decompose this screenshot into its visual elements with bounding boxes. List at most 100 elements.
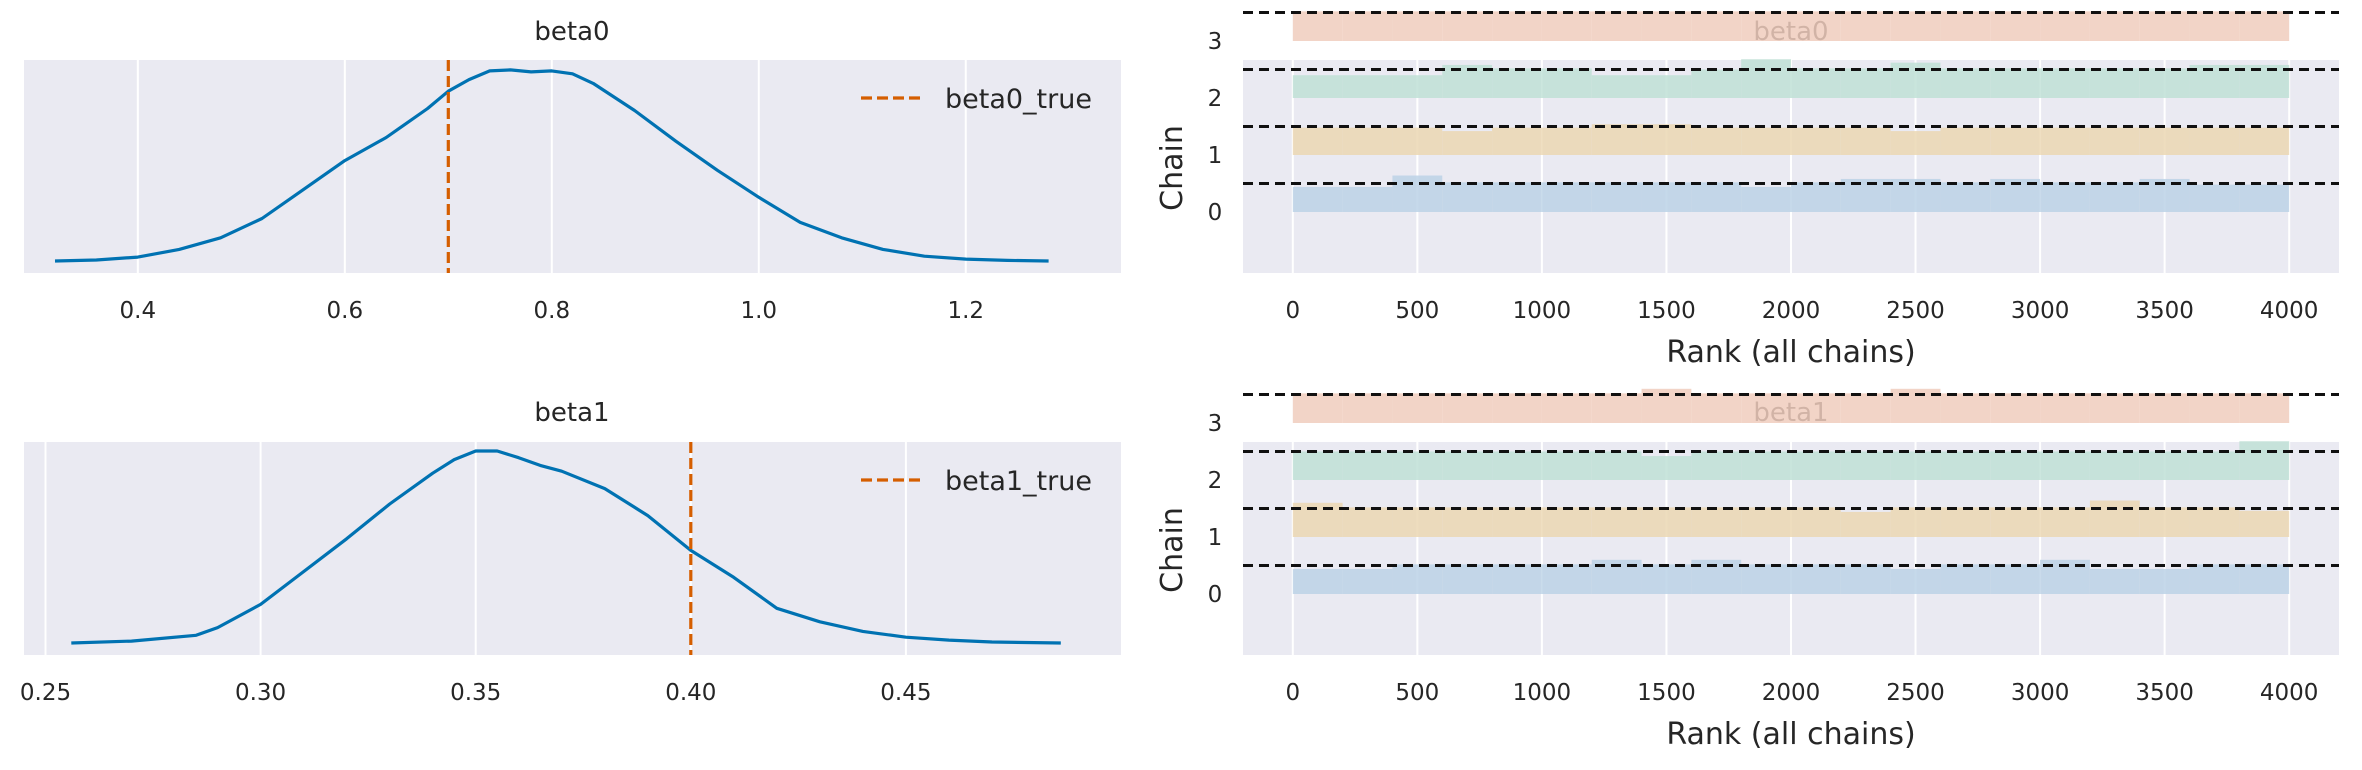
y-tick-label: 3 [1208, 411, 1223, 437]
rank-bar [2239, 441, 2290, 480]
plot-area [24, 442, 1121, 655]
rank-bar [2189, 451, 2240, 480]
rank-bar [2139, 127, 2190, 155]
rank-bar [1392, 393, 1443, 423]
rank-bar [2139, 507, 2190, 537]
rank-bar [1791, 68, 1841, 98]
density-curve [54, 68, 1049, 263]
rank-bar [1741, 564, 1791, 594]
rank-bar [1442, 507, 1493, 537]
rank-bar [2239, 11, 2290, 41]
rank-bar [1492, 11, 1542, 41]
rank-bar [2040, 11, 2090, 41]
rank-bar [1691, 127, 1742, 155]
rank-bar [2089, 393, 2140, 423]
rank-bar [2139, 11, 2190, 41]
rank-bar [1292, 451, 1343, 480]
rank-bar [2139, 568, 2190, 594]
rank-bar [2239, 393, 2290, 423]
rank-bar [1342, 75, 1393, 98]
rank-bar [1342, 11, 1393, 41]
rank-bar [1442, 11, 1493, 41]
rank-bar [1392, 11, 1443, 41]
rank-ylabel-beta0: Chain [1155, 125, 1190, 211]
x-tick-label: 1000 [1513, 680, 1572, 706]
x-tick-label: 500 [1395, 680, 1439, 706]
rank-bar [1890, 507, 1941, 537]
rank-xlabel-beta0: Rank (all chains) [1666, 335, 1915, 370]
rank-bar [1840, 11, 1891, 41]
rank-bar [1492, 182, 1542, 212]
y-tick-label: 0 [1208, 582, 1223, 608]
rank-bar [1392, 507, 1443, 537]
x-tick-label: 0.40 [665, 680, 716, 706]
rank-bar [2139, 68, 2190, 98]
rank-bar [1990, 564, 2041, 594]
rank-bar [1940, 11, 1991, 41]
rank-bar [2189, 393, 2240, 423]
rank-bar [1741, 186, 1791, 212]
rank-bar [1741, 393, 1791, 423]
rank-bar [1940, 564, 1991, 594]
rank-bar [1840, 393, 1891, 423]
rank-bar [1342, 186, 1393, 212]
x-tick-label: 0.8 [534, 298, 571, 324]
rank-bar [2089, 568, 2140, 594]
rank-bar [1940, 393, 1991, 423]
rank-bar [1691, 11, 1742, 41]
rank-bar [1940, 182, 1991, 212]
x-tick-label: 0 [1285, 298, 1300, 324]
rank-bar [2089, 182, 2140, 212]
rank-bar [1541, 127, 1592, 155]
rank-bar [2189, 184, 2240, 212]
x-tick-label: 1000 [1513, 298, 1572, 324]
rank-bar [1541, 68, 1592, 98]
rank-bar [2040, 127, 2090, 155]
rank-bar [1541, 182, 1592, 212]
rank-bar [1741, 127, 1791, 155]
rank-bar [2189, 127, 2240, 155]
rank-bar [1890, 11, 1941, 41]
rank-bar [1691, 182, 1742, 212]
rank-bar [2239, 127, 2290, 155]
rank-bar [1990, 451, 2041, 480]
y-tick-label: 2 [1208, 468, 1223, 494]
rank-bar [1641, 456, 1692, 480]
y-tick-label: 0 [1208, 200, 1223, 226]
rank-bar [2040, 451, 2090, 480]
y-tick-label: 2 [1208, 86, 1223, 112]
rank-bar [1691, 451, 1742, 480]
rank-bar [1840, 127, 1891, 155]
x-tick-label: 1.2 [947, 298, 984, 324]
rank-bar [1591, 11, 1642, 41]
y-tick-label: 1 [1208, 143, 1223, 169]
rank-bar [1541, 393, 1592, 423]
rank-bar [1591, 507, 1642, 537]
rank-bar [2089, 127, 2140, 155]
rank-bar [1342, 127, 1393, 155]
rank-bar [1442, 451, 1493, 480]
rank-bar [2040, 68, 2090, 98]
x-tick-label: 0.25 [20, 680, 71, 706]
rank-xlabel-beta1: Rank (all chains) [1666, 717, 1915, 752]
rank-bar [2040, 507, 2090, 537]
rank-bar [1392, 75, 1443, 98]
rank-bar [1791, 127, 1841, 155]
rank-bar [1492, 564, 1542, 594]
x-tick-label: 3000 [2011, 298, 2070, 324]
x-tick-label: 0.6 [327, 298, 364, 324]
panel-title-beta1-density: beta1 [534, 398, 609, 428]
density-curve [71, 449, 1061, 645]
rank-bar [1990, 11, 2041, 41]
rank-bar [1691, 393, 1742, 423]
rank-bar [2040, 393, 2090, 423]
rank-bar [1890, 568, 1941, 594]
rank-bar [2089, 68, 2140, 98]
rank-bar [1292, 127, 1343, 155]
rank-bar [1791, 393, 1841, 423]
rank-bar [2139, 451, 2190, 480]
rank-bar [1492, 127, 1542, 155]
x-tick-label: 0.35 [450, 680, 501, 706]
rank-bar [1591, 451, 1642, 480]
rank-bar [1890, 451, 1941, 480]
